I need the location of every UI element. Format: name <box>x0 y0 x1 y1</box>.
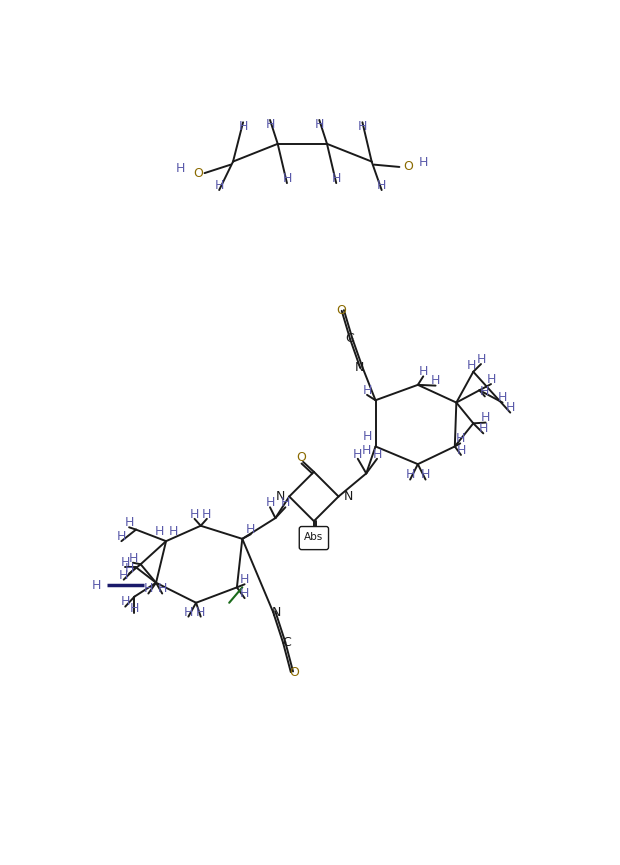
Text: H: H <box>361 444 371 457</box>
Text: H: H <box>120 556 130 569</box>
Text: H: H <box>363 430 373 443</box>
Text: H: H <box>481 412 490 425</box>
Text: Abs: Abs <box>304 531 324 541</box>
Text: O: O <box>193 167 203 180</box>
Text: H: H <box>202 508 211 521</box>
Text: H: H <box>281 497 290 509</box>
Text: H: H <box>486 373 495 386</box>
Text: H: H <box>196 606 205 618</box>
Text: H: H <box>120 595 130 608</box>
Text: H: H <box>332 172 341 185</box>
Text: H: H <box>418 365 428 378</box>
Text: H: H <box>168 525 178 538</box>
Text: H: H <box>246 523 255 536</box>
Text: H: H <box>505 401 515 414</box>
Text: H: H <box>479 422 488 435</box>
Text: H: H <box>373 448 382 461</box>
Text: H: H <box>238 120 248 133</box>
Text: H: H <box>240 573 249 586</box>
Text: H: H <box>421 469 430 482</box>
Text: N: N <box>344 490 353 503</box>
Text: H: H <box>282 172 291 185</box>
FancyBboxPatch shape <box>299 527 329 549</box>
Text: H: H <box>265 497 275 509</box>
Text: H: H <box>498 392 507 405</box>
Text: H: H <box>405 469 415 482</box>
Text: O: O <box>289 665 299 678</box>
Text: H: H <box>265 119 275 131</box>
Text: H: H <box>125 562 134 575</box>
Text: H: H <box>476 353 485 366</box>
Text: H: H <box>456 444 466 457</box>
Text: H: H <box>119 568 128 581</box>
Text: H: H <box>431 375 440 388</box>
Text: H: H <box>176 162 185 175</box>
Text: H: H <box>128 552 138 565</box>
Text: C: C <box>346 332 355 345</box>
Text: H: H <box>314 119 324 131</box>
Text: H: H <box>92 579 102 592</box>
Text: H: H <box>117 530 126 543</box>
Text: N: N <box>272 606 281 618</box>
Text: O: O <box>337 304 347 317</box>
Text: O: O <box>403 160 413 174</box>
Text: H: H <box>480 385 490 398</box>
Text: N: N <box>355 361 364 374</box>
Text: H: H <box>418 156 428 169</box>
Text: H: H <box>157 582 167 595</box>
Text: H: H <box>467 359 476 372</box>
Text: C: C <box>282 637 291 650</box>
Text: H: H <box>215 179 224 192</box>
Text: H: H <box>456 432 465 445</box>
Text: H: H <box>154 525 164 538</box>
Text: H: H <box>377 179 386 192</box>
Text: H: H <box>240 587 249 600</box>
Text: H: H <box>362 384 372 397</box>
Text: H: H <box>184 606 193 618</box>
Text: H: H <box>144 582 153 595</box>
Text: H: H <box>353 448 363 461</box>
Text: N: N <box>276 490 285 503</box>
Text: H: H <box>130 602 139 615</box>
Text: O: O <box>296 452 306 465</box>
Text: H: H <box>358 120 367 133</box>
Text: H: H <box>125 516 134 529</box>
Text: H: H <box>190 508 199 521</box>
